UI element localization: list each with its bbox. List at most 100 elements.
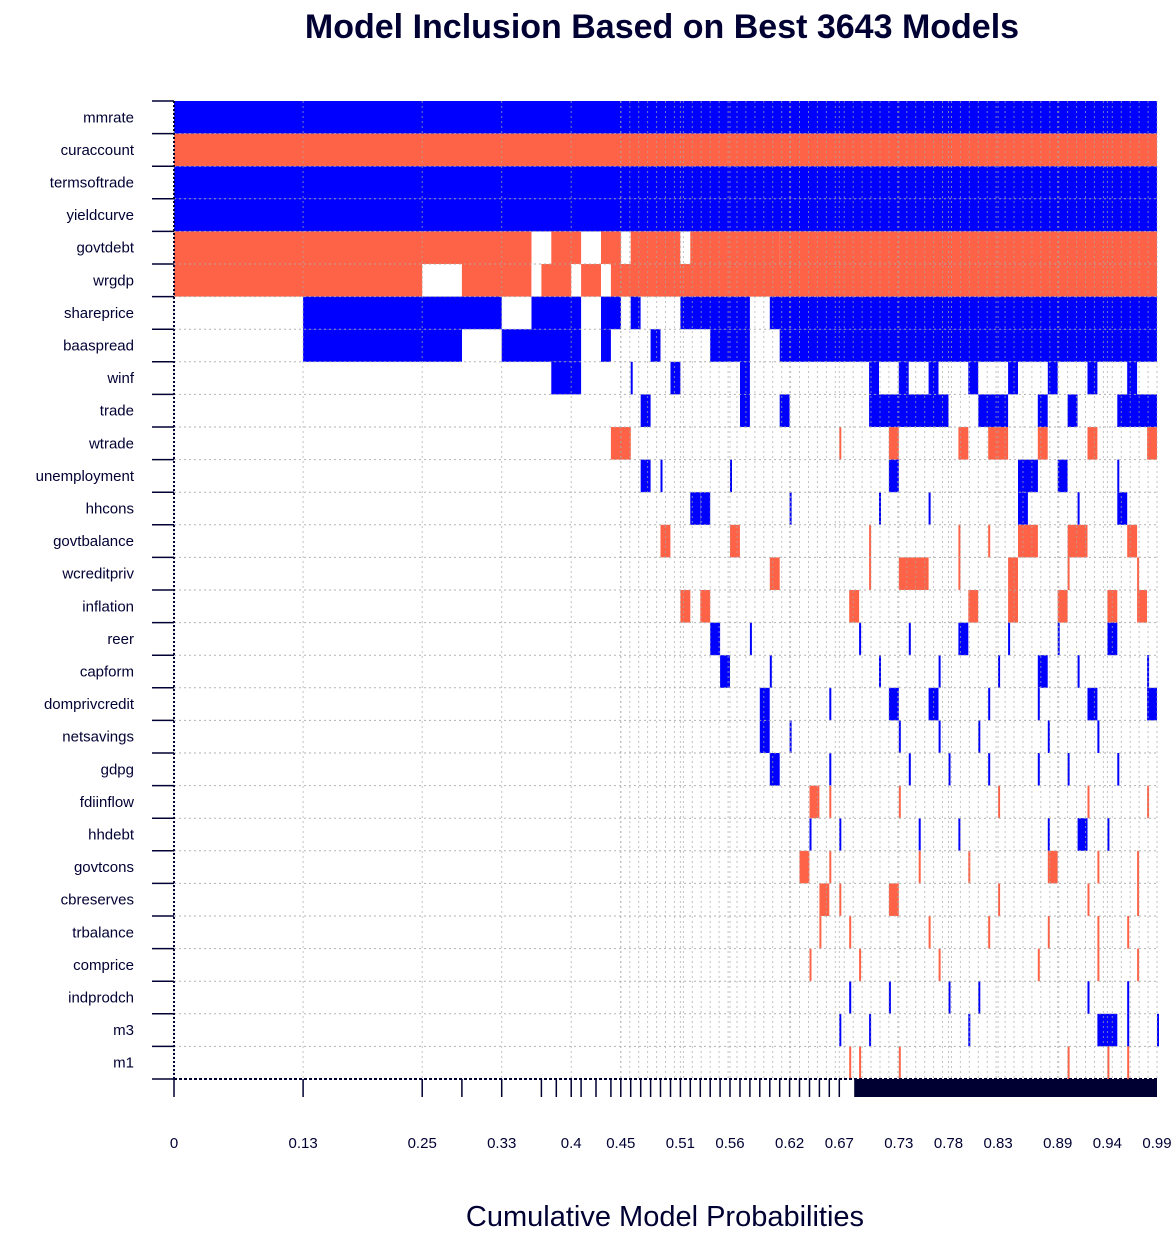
x-tick-label: 0.78 [934,1135,963,1152]
y-tick-label: indprodch [68,990,134,1007]
inclusion-block-domprivcredit [928,687,939,721]
inclusion-block-comprice [1097,948,1100,982]
inclusion-block-govtbalance [730,524,740,558]
x-tick-label: 0 [170,1135,178,1152]
inclusion-block-winf [630,361,633,395]
inclusion-block-shareprice [680,296,750,330]
inclusion-block-trade [978,394,1009,427]
inclusion-block-gdpg [908,753,911,786]
inclusion-block-domprivcredit [1147,687,1157,721]
inclusion-block-reer [749,622,752,656]
inclusion-block-wtrade [988,427,1009,460]
inclusion-block-trade [1067,394,1078,427]
inclusion-block-curaccount [174,133,1157,167]
inclusion-block-m3 [1127,1013,1130,1047]
inclusion-block-inflation [700,590,711,623]
inclusion-block-gdpg [1037,753,1040,786]
y-tick-label: gdpg [101,761,134,778]
inclusion-block-gdpg [769,753,780,786]
inclusion-block-netsavings [898,720,901,753]
y-tick-label: govtdebt [76,240,134,257]
inclusion-block-fdiinflow [998,785,1001,819]
inclusion-block-unemployment [888,459,899,493]
inclusion-block-winf [869,361,879,395]
inclusion-block-govtdebt [601,231,621,264]
inclusion-block-govtcons [1137,850,1140,884]
inclusion-block-reer [908,622,911,656]
chart-title: Model Inclusion Based on Best 3643 Model… [305,8,1019,46]
inclusion-block-shareprice [601,296,621,330]
inclusion-block-winf [551,361,582,395]
axes [152,100,1157,1097]
labels: mmrate curaccount termsoftrade yieldcurve go… [36,109,1172,1152]
y-tick-label: hhdebt [88,827,135,844]
inclusion-block-wtrade [888,427,899,460]
inclusion-block-wcreditpriv [1008,557,1018,590]
inclusion-block-govtbalance [1127,524,1138,558]
inclusion-block-trbalance [1047,916,1050,949]
inclusion-block-wrgdp [461,264,532,297]
inclusion-block-fdiinflow [829,785,832,819]
y-tick-label: m3 [113,1022,134,1039]
inclusion-block-hhdebt [958,818,961,851]
inclusion-block-winf [740,361,750,395]
inclusion-block-domprivcredit [1087,687,1098,721]
inclusion-block-hhdebt [839,818,842,851]
y-tick-label: mmrate [83,109,134,126]
inclusion-block-indprodch [1087,981,1090,1014]
inclusion-block-winf [968,361,979,395]
inclusion-block-hhdebt [918,818,921,851]
inclusion-block-domprivcredit [988,687,991,721]
inclusion-block-baaspread [650,329,661,362]
x-tick-label: 0.67 [825,1135,854,1152]
y-tick-label: trbalance [72,924,134,941]
inclusion-block-shareprice [769,296,1157,330]
x-tick-label: 0.25 [408,1135,437,1152]
x-tick-label: 0.13 [288,1135,317,1152]
inclusion-block-comprice [809,948,812,982]
inclusion-block-indprodch [888,981,891,1014]
inclusion-block-netsavings [938,720,941,753]
inclusion-block-gdpg [948,753,951,786]
inclusion-block-inflation [968,590,979,623]
inclusion-block-wcreditpriv [769,557,780,590]
inclusion-block-hhdebt [1047,818,1050,851]
inclusion-block-netsavings [1047,720,1050,753]
inclusion-block-hhdebt [1107,818,1110,851]
inclusion-block-govtcons [1047,850,1058,884]
inclusion-block-reer [1107,622,1118,656]
inclusion-block-govtbalance [958,524,961,558]
inclusion-block-m3 [968,1013,971,1047]
inclusion-block-trbalance [928,916,931,949]
x-axis-label: Cumulative Model Probabilities [466,1201,864,1233]
inclusion-block-hhcons [879,492,881,525]
inclusion-block-yieldcurve [174,198,1157,232]
inclusion-block-comprice [859,948,862,982]
inclusion-block-winf [1008,361,1018,395]
inclusion-block-gdpg [988,753,991,786]
inclusion-block-govtbalance [869,524,872,558]
inclusion-block-trbalance [849,916,852,949]
inclusion-block-wtrade [1087,427,1098,460]
inclusion-block-unemployment [1057,459,1068,493]
inclusion-block-unemployment [1117,459,1120,493]
inclusion-block-trade [1117,394,1157,427]
inclusion-block-gdpg [1117,753,1120,786]
inclusion-block-m1 [898,1046,901,1079]
y-tick-label: domprivcredit [44,696,135,713]
inclusion-block-cbreserves [839,883,842,916]
y-tick-label: yieldcurve [66,207,134,224]
inclusion-block-domprivcredit [829,687,832,721]
x-tick-label: 0.94 [1093,1135,1122,1152]
inclusion-block-m3 [869,1013,872,1047]
inclusion-block-netsavings [978,720,981,753]
inclusion-block-hhcons [789,492,792,525]
inclusion-block-domprivcredit [888,687,899,721]
inclusion-block-wtrade [610,427,631,460]
inclusion-block-trbalance [1127,916,1130,949]
inclusion-block-hhdebt [809,818,812,851]
inclusion-block-cbreserves [888,883,899,916]
inclusion-block-wrgdp [610,264,1157,297]
inclusion-block-wtrade [1147,427,1157,460]
inclusion-block-wcreditpriv [1137,557,1140,590]
